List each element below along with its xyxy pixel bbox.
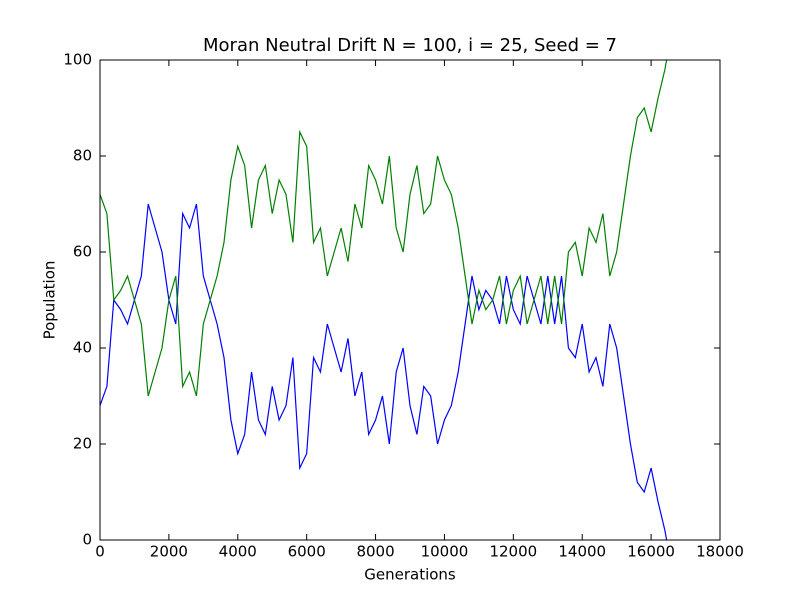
y-tick-label: 20 — [73, 435, 92, 453]
y-tick-label: 0 — [82, 531, 92, 549]
x-tick-label: 6000 — [288, 543, 326, 561]
y-tick-label: 60 — [73, 243, 92, 261]
data-line — [99, 203, 668, 541]
x-tick-label: 10000 — [421, 543, 469, 561]
y-tick-label: 100 — [63, 51, 92, 69]
x-tick-label: 2000 — [150, 543, 188, 561]
y-tick-label: 80 — [73, 147, 92, 165]
plot-frame — [99, 59, 721, 541]
y-axis-label: Population — [41, 261, 59, 340]
x-tick-label: 4000 — [219, 543, 257, 561]
x-tick-label: 0 — [95, 543, 105, 561]
chart-title: Moran Neutral Drift N = 100, i = 25, See… — [203, 35, 617, 56]
x-tick-label: 14000 — [558, 543, 606, 561]
x-tick-label: 8000 — [356, 543, 394, 561]
x-tick-label: 18000 — [696, 543, 744, 561]
data-line — [99, 59, 668, 397]
x-tick-label: 12000 — [489, 543, 537, 561]
x-axis-label: Generations — [364, 566, 456, 584]
x-tick-label: 16000 — [627, 543, 675, 561]
y-tick-label: 40 — [73, 339, 92, 357]
